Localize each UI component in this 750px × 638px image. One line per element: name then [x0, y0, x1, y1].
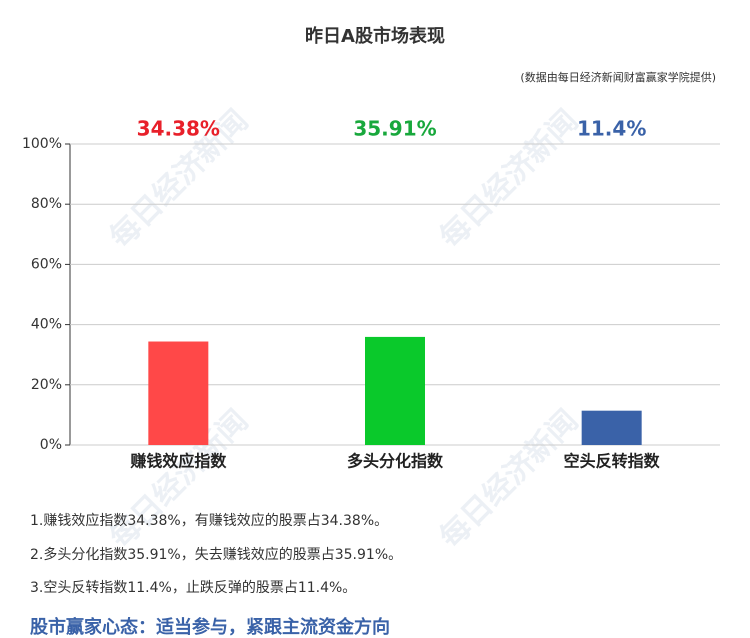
- value-label: 35.91%: [353, 117, 436, 141]
- value-label: 34.38%: [137, 117, 220, 141]
- watermark: 每日经济新闻: [433, 103, 585, 255]
- bar: [148, 341, 209, 445]
- y-tick-label: 100%: [22, 136, 62, 152]
- watermark: 每日经济新闻: [433, 403, 585, 555]
- y-tick-label: 40%: [31, 317, 62, 333]
- x-tick-label: 多头分化指数: [347, 452, 444, 471]
- y-tick-label: 0%: [40, 437, 62, 453]
- x-tick-label: 赚钱效应指数: [129, 452, 227, 471]
- y-tick-label: 80%: [31, 196, 62, 212]
- chart-subtitle: (数据由每日经济新闻财富赢家学院提供): [520, 70, 716, 84]
- bar: [365, 336, 425, 445]
- value-label: 11.4%: [577, 117, 646, 141]
- chart-title: 昨日A股市场表现: [305, 25, 445, 47]
- x-tick-label: 空头反转指数: [564, 452, 661, 471]
- note: 2.多头分化指数35.91%，失去赚钱效应的股票占35.91%。: [30, 546, 402, 563]
- conclusion: 股市赢家心态：适当参与，紧跟主流资金方向: [29, 616, 390, 638]
- y-tick-label: 60%: [31, 256, 62, 272]
- note: 1.赚钱效应指数34.38%，有赚钱效应的股票占34.38%。: [30, 512, 388, 529]
- note: 3.空头反转指数11.4%，止跌反弹的股票占11.4%。: [30, 580, 356, 596]
- y-tick-label: 20%: [31, 377, 62, 393]
- bar: [581, 410, 642, 445]
